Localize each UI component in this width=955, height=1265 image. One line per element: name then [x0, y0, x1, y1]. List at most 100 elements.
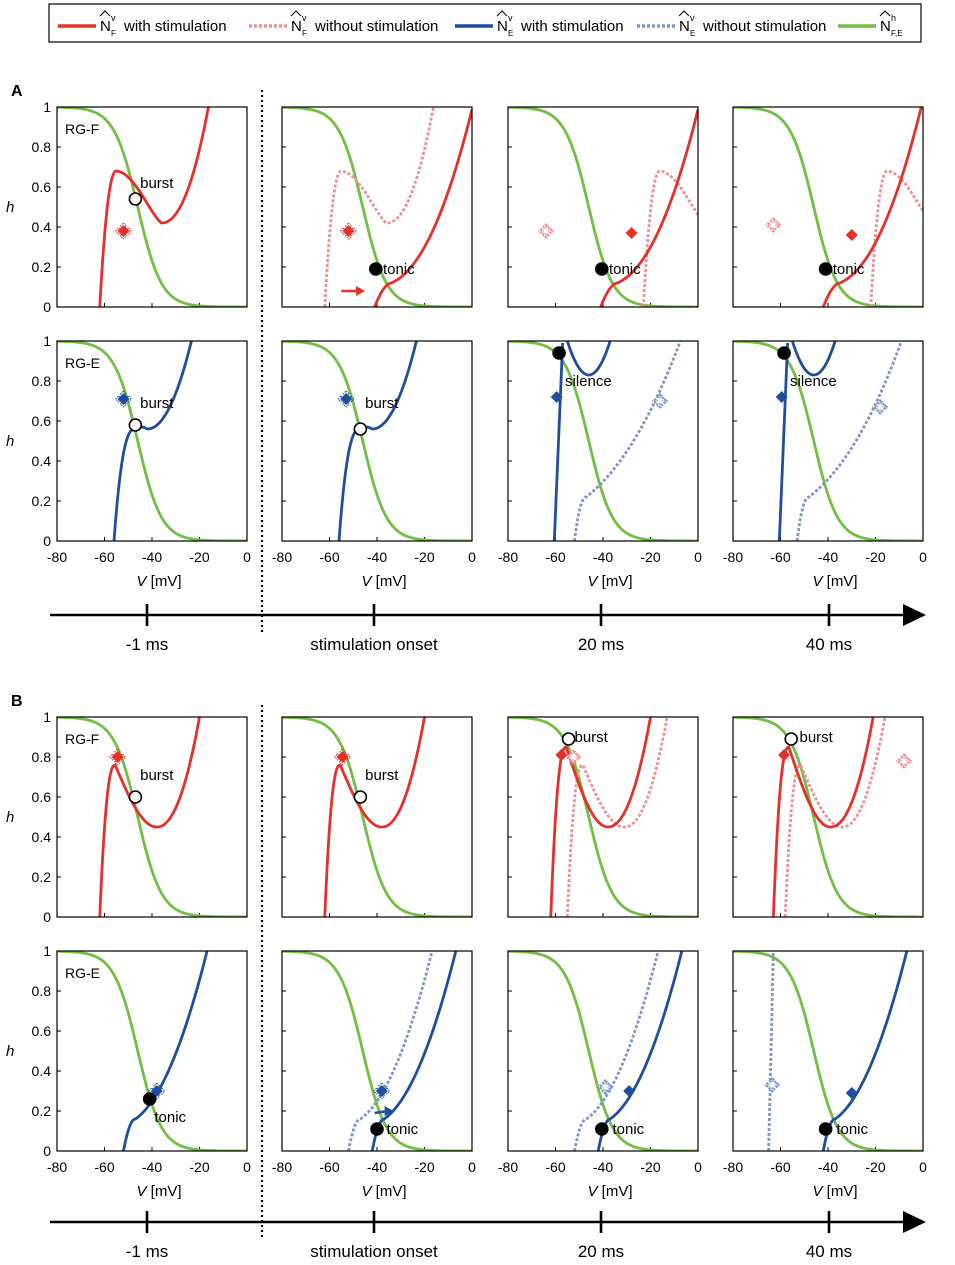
legend-hat-2	[496, 10, 508, 17]
series-with-stim	[821, 951, 909, 1151]
y-tick-label: 0.2	[32, 869, 52, 885]
plot-A-RG-E-2: -80 -60 -40 -20 0 V [mV] silence	[498, 340, 702, 590]
green-nullcline	[57, 717, 247, 917]
plot-frame	[507, 716, 699, 918]
plot-A-RG-F-1: tonic	[281, 106, 473, 308]
diamond-marker-2	[845, 1087, 858, 1099]
series-with-stim	[370, 951, 458, 1151]
legend-symbol-3: N	[679, 18, 690, 35]
series-without-stim	[565, 717, 669, 917]
y-tick-label: 0	[43, 1143, 51, 1159]
legend-sub-4: F,E	[891, 29, 903, 38]
fixed-point-label: tonic	[383, 261, 415, 278]
legend-label-1: without stimulation	[314, 18, 438, 35]
row-label-RG-E: RG-E	[65, 965, 100, 981]
fixed-point-tonic	[369, 262, 383, 276]
series-without-stim	[337, 341, 418, 541]
green-nullcline	[282, 951, 472, 1151]
fixed-point-burst	[561, 732, 576, 746]
series-without-stim	[795, 341, 903, 541]
y-axis-label: h	[6, 1043, 14, 1060]
diamond-marker-2	[623, 1085, 636, 1097]
series-without-stim	[122, 951, 209, 1151]
fixed-point-tonic	[595, 1122, 609, 1136]
fixed-point-silence	[777, 346, 791, 360]
plot-frame	[281, 340, 473, 542]
legend-label-3: without stimulation	[702, 18, 826, 35]
series-without-stim	[98, 717, 201, 917]
curves	[282, 341, 472, 541]
x-tick-label: 0	[243, 549, 251, 565]
y-axis-label: h	[6, 433, 14, 450]
x-tick-label: -40	[367, 549, 387, 565]
diamond-marker	[597, 1078, 614, 1096]
fixed-point-burst	[128, 192, 143, 206]
y-tick-label: 0.2	[32, 259, 52, 275]
diamond-marker	[108, 748, 127, 766]
timeline-label: 40 ms	[806, 635, 852, 654]
timeline-A: -1 ms stimulation onset 20 ms 40 ms	[50, 604, 926, 654]
fixed-point-label: burst	[365, 767, 399, 784]
x-tick-label: -60	[319, 549, 339, 565]
plot-frame	[732, 716, 924, 918]
diamond-marker	[765, 216, 782, 234]
series-without-stim	[869, 169, 923, 307]
curves	[508, 341, 698, 541]
diamond-marker	[872, 398, 889, 416]
plot-A-RG-F-2: tonic	[507, 106, 699, 308]
diamond-marker	[895, 752, 913, 770]
curves	[733, 107, 923, 307]
x-tick-label: -40	[142, 549, 162, 565]
y-tick-label: 0.6	[32, 413, 52, 429]
legend-sup-1: v	[302, 13, 307, 23]
x-axis-label: V [mV]	[361, 1183, 406, 1200]
plot-B-RG-F-0: 0 0.2 0.4 0.6 0.8 1 burst RG-F	[32, 709, 248, 925]
x-tick-label: -60	[94, 549, 114, 565]
panel-label-B: B	[11, 693, 23, 710]
plot-frame	[56, 716, 248, 918]
plot-A-RG-E-0: 0 0.2 0.4 0.6 0.8 1 -80 -60 -40 -20 0 V [mV] burst RG…	[32, 333, 252, 590]
timeline-label: -1 ms	[126, 1242, 169, 1261]
panels: Ah 0 0.2 0.4 0.6 0.8 1 burst RG-F tonic tonic tonic…	[6, 83, 927, 1240]
series-without-stim	[641, 169, 698, 307]
diamond-marker	[337, 390, 355, 408]
x-axis-label: V [mV]	[587, 573, 632, 590]
x-tick-label: -80	[272, 549, 292, 565]
legend-sub-3: E	[690, 29, 695, 38]
x-tick-label: 0	[919, 549, 927, 565]
y-tick-label: 0.4	[32, 453, 52, 469]
fixed-point-tonic	[818, 262, 833, 276]
green-nullcline	[508, 341, 698, 541]
row-label-RG-E: RG-E	[65, 355, 100, 371]
legend-sub-2: E	[508, 29, 513, 38]
legend-hat-1	[290, 10, 302, 17]
plot-B-RG-E-2: -80 -60 -40 -20 0 V [mV] tonic	[498, 950, 702, 1200]
legend-label-0: with stimulation	[123, 18, 227, 35]
fixed-point-burst	[353, 422, 368, 436]
legend-label-2: with stimulation	[520, 18, 624, 35]
plot-B-RG-E-3: -80 -60 -40 -20 0 V [mV] tonic	[723, 950, 927, 1200]
x-tick-label: -60	[770, 549, 790, 565]
legend-hat-4	[879, 10, 891, 17]
x-tick-label: -40	[818, 549, 838, 565]
y-tick-label: 1	[43, 943, 51, 959]
fixed-point-tonic	[142, 1092, 157, 1106]
x-tick-label: 0	[243, 1159, 251, 1175]
plot-B-RG-F-1: burst	[281, 716, 473, 918]
x-tick-label: -40	[593, 1159, 613, 1175]
plot-A-RG-F-0: 0 0.2 0.4 0.6 0.8 1 burst RG-F	[32, 99, 248, 315]
fixed-point-label: burst	[365, 395, 399, 412]
y-axis-label: h	[6, 809, 14, 826]
y-tick-label: 0.4	[32, 829, 52, 845]
legend-symbol-4: N	[880, 18, 891, 35]
panel-B: Bh 0 0.2 0.4 0.6 0.8 1 burst RG-F burst burst burst…	[6, 693, 927, 1200]
x-axis-label: V [mV]	[812, 573, 857, 590]
timeline-arrowhead	[903, 1211, 926, 1233]
x-tick-label: -80	[723, 549, 743, 565]
x-axis-label: V [mV]	[136, 573, 181, 590]
diamond-marker-2	[625, 227, 638, 239]
plot-frame	[507, 950, 699, 1152]
diamond-marker	[651, 392, 669, 410]
